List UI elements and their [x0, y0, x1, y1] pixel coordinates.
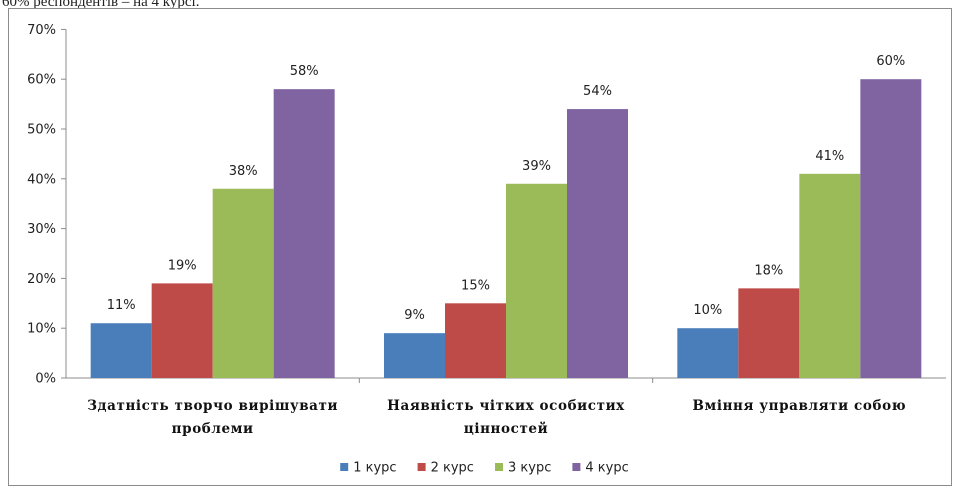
y-axis-ticks: 0% 10% 20% 30% 40% 50% 60% 70%: [27, 23, 66, 387]
data-label: 54%: [583, 84, 612, 99]
category-labels: Здатність творчо вирішувати проблеми Наявн…: [87, 398, 907, 437]
data-label: 60%: [876, 54, 905, 69]
bar: [90, 323, 152, 378]
legend-swatch: [340, 463, 349, 471]
bar: [799, 173, 861, 378]
bar: [860, 79, 922, 378]
data-label: 9%: [404, 308, 425, 323]
legend-swatch: [495, 463, 503, 471]
legend-swatch: [417, 463, 426, 471]
bar: [151, 283, 213, 378]
category-label: проблеми: [172, 421, 254, 437]
y-tick-label: 40%: [27, 172, 56, 187]
data-label: 58%: [290, 64, 319, 79]
bar: [738, 288, 800, 378]
category-label: цінностей: [464, 421, 548, 437]
legend-entry: 2 курс: [431, 461, 474, 476]
bar: [677, 328, 739, 378]
document-top-text: 60% респондентів – на 4 курсі.: [2, 0, 200, 10]
bar: [506, 183, 567, 378]
y-tick-label: 0%: [35, 372, 56, 387]
y-tick-label: 10%: [27, 322, 56, 337]
bar: [567, 109, 628, 378]
legend-entry: 1 курс: [353, 461, 396, 476]
data-label: 18%: [754, 263, 783, 278]
chart-legend: 1 курс 2 курс 3 курс 4 курс: [340, 461, 629, 476]
y-tick-label: 70%: [27, 23, 56, 38]
bar-series: [90, 79, 922, 378]
data-label: 11%: [107, 298, 136, 313]
y-tick-label: 20%: [27, 272, 56, 287]
bar: [273, 89, 335, 378]
y-tick-label: 30%: [27, 222, 56, 237]
data-label: 39%: [522, 159, 551, 174]
y-tick-label: 50%: [27, 123, 56, 138]
category-label: Наявність чітких особистих: [387, 398, 625, 414]
data-label: 15%: [461, 278, 490, 293]
legend-swatch: [572, 463, 581, 471]
category-label: Здатність творчо вирішувати: [87, 398, 338, 414]
chart-frame: [8, 8, 952, 486]
bar: [445, 303, 506, 378]
data-labels: 11% 9% 10% 19% 15% 18% 38% 39% 41% 58% 54% 60%: [107, 54, 906, 323]
bar: [212, 188, 274, 378]
category-label: Вміння управляти собою: [693, 398, 907, 414]
y-tick-label: 60%: [27, 73, 56, 88]
data-label: 19%: [168, 258, 197, 273]
legend-entry: 4 курс: [585, 461, 628, 476]
bar: [384, 333, 445, 378]
data-label: 38%: [229, 164, 258, 179]
data-label: 41%: [815, 149, 844, 164]
data-label: 10%: [693, 303, 722, 318]
legend-entry: 3 курс: [508, 461, 551, 476]
